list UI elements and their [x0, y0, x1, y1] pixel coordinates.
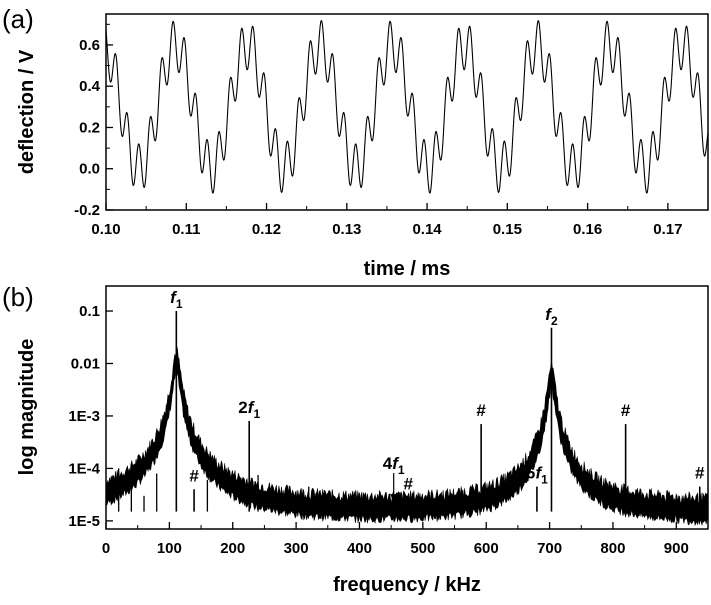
chart-a-y-tick-label: 0.6	[79, 37, 100, 54]
chart-b-y-axis-title: log magnitude	[16, 339, 38, 476]
chart-b-y-tick-label: 1E-3	[68, 408, 100, 425]
chart-b-peak-label: #	[621, 401, 631, 420]
chart-a-series-line	[105, 20, 709, 194]
chart-b-y-tick-label: 1E-4	[68, 460, 100, 477]
chart-a-x-tick-label: 0.16	[573, 221, 602, 238]
chart-b-peak-label: f2	[545, 305, 558, 328]
chart-b-x-tick-label: 400	[347, 540, 372, 557]
panel-b-label: (b)	[2, 282, 34, 312]
chart-b-y-tick-label: 1E-5	[68, 513, 100, 530]
chart-b-x-tick-label: 900	[664, 540, 689, 557]
chart-b-x-ticks: 0 100 200 300 400 500 600 700 800 900	[102, 522, 689, 557]
chart-a-y-tick-label: -0.2	[74, 202, 100, 219]
chart-a: 0.10 0.11 0.12 0.13 0.14 0.15 0.16 0.17 -0.2 0.0…	[16, 13, 709, 280]
chart-b-frame	[105, 285, 709, 530]
chart-b-peak-label: f1	[170, 288, 183, 311]
chart-a-x-tick-label: 0.14	[412, 221, 442, 238]
chart-b-peak-label: #	[476, 401, 486, 420]
chart-b-x-axis-title: frequency / kHz	[333, 574, 481, 596]
chart-b-peak-label: 6f1	[526, 464, 548, 487]
chart-a-x-tick-label: 0.12	[252, 221, 281, 238]
chart-b-x-tick-label: 600	[474, 540, 499, 557]
chart-a-y-tick-label: 0.4	[79, 78, 101, 95]
chart-b-x-tick-label: 200	[220, 540, 245, 557]
chart-a-x-ticks: 0.10 0.11 0.12 0.13 0.14 0.15 0.16 0.17	[91, 203, 709, 238]
chart-b-x-tick-label: 500	[410, 540, 435, 557]
chart-b-x-tick-label: 300	[284, 540, 309, 557]
chart-b-peak-label: #	[404, 474, 414, 493]
chart-b-y-tick-label: 0.1	[79, 303, 100, 320]
chart-b-x-tick-label: 700	[537, 540, 562, 557]
chart-b-x-tick-label: 100	[157, 540, 182, 557]
chart-b-peak-label: 7f1	[602, 484, 624, 507]
chart-a-y-ticks: -0.2 0.0 0.2 0.4 0.6	[74, 23, 113, 219]
chart-a-x-tick-label: 0.13	[332, 221, 361, 238]
panel-a-label: (a)	[2, 4, 34, 34]
chart-a-frame	[105, 13, 709, 211]
chart-a-y-tick-label: 0.2	[79, 119, 100, 136]
chart-b-peak-label: #	[695, 464, 705, 483]
chart-b: 0 100 200 300 400 500 600 700 800 900 1E-51E-41E-…	[16, 285, 709, 596]
chart-a-x-tick-label: 0.10	[91, 221, 120, 238]
chart-b-peak-label: 2f1	[238, 398, 260, 421]
chart-b-noise-floor	[105, 347, 709, 527]
chart-a-y-tick-label: 0.0	[79, 161, 100, 178]
chart-b-peaks	[118, 311, 701, 512]
chart-a-x-tick-label: 0.11	[172, 221, 200, 238]
chart-b-arrow-head	[390, 494, 398, 503]
chart-b-x-tick-label: 0	[102, 540, 110, 557]
chart-b-y-tick-label: 0.01	[71, 355, 100, 372]
chart-b-y-ticks: 1E-5 1E-4 1E-3 0.01 0.1	[68, 303, 113, 530]
chart-b-x-tick-label: 800	[600, 540, 625, 557]
chart-a-x-tick-label: 0.17	[653, 221, 682, 238]
chart-b-peak-label: #	[189, 466, 199, 485]
chart-a-y-axis-title: deflection / V	[16, 49, 38, 174]
chart-a-x-tick-label: 0.15	[493, 221, 522, 238]
chart-b-peak-label: 4f1	[383, 454, 405, 477]
chart-a-x-axis-title: time / ms	[364, 258, 451, 280]
